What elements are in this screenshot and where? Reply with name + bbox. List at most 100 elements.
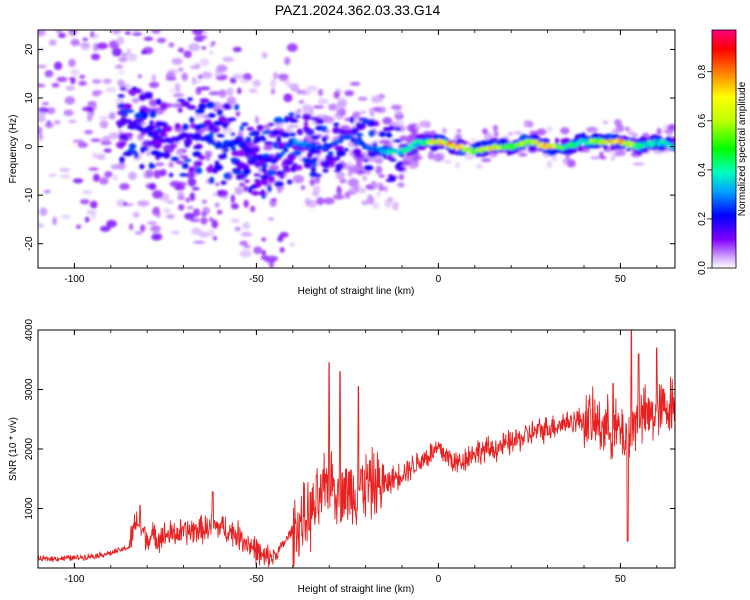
- spectrogram-cell: [334, 169, 341, 173]
- spectrogram-cell: [140, 146, 146, 153]
- spectrogram-cell: [191, 227, 202, 236]
- spectrogram-cell: [381, 186, 388, 192]
- spectrogram-cell: [333, 122, 340, 127]
- spectrogram-cell: [252, 139, 258, 145]
- spectrogram-cell: [72, 178, 84, 184]
- spectrogram-cell: [276, 136, 282, 143]
- spectrogram-cell: [38, 64, 47, 69]
- spectrogram-cell: [205, 101, 216, 109]
- spectrogram-cell: [134, 112, 143, 119]
- spectrogram-cell: [289, 132, 296, 137]
- spectrogram-x-axis: -100 -50 0 50: [37, 30, 658, 285]
- y-tick-label: 10: [24, 92, 35, 104]
- spectrogram-cell: [57, 32, 66, 38]
- spectrogram-cell: [188, 166, 195, 173]
- spectrogram-cell: [106, 219, 117, 228]
- spectrogram-cell: [208, 123, 215, 131]
- spectrogram-cell: [315, 117, 320, 125]
- spectrogram-cell: [186, 206, 194, 210]
- spectrogram-cell: [194, 108, 205, 115]
- spectrogram-cell: [239, 249, 252, 258]
- spectrogram-cell: [134, 117, 145, 123]
- spectrogram-cell: [38, 83, 46, 88]
- snr-x-axis-label: Height of straight line (km): [298, 584, 415, 595]
- spectrogram-cell: [607, 135, 614, 140]
- spectrogram-cell: [65, 85, 76, 91]
- spectrogram-cell: [248, 131, 258, 136]
- spectrogram-cell: [122, 202, 128, 206]
- spectrogram-cell: [104, 171, 113, 178]
- spectrogram-cell: [212, 235, 217, 241]
- spectrogram-cell: [226, 96, 237, 105]
- spectrogram-cell: [366, 195, 375, 205]
- spectrogram-cell: [151, 74, 156, 82]
- spectrogram-cell: [360, 188, 367, 193]
- spectrogram-cell: [200, 71, 213, 79]
- spectrogram-cell: [112, 174, 118, 181]
- spectrogram-cell: [55, 30, 63, 33]
- spectrogram-cell: [371, 182, 383, 189]
- spectrogram-cell: [128, 143, 137, 150]
- spectrogram-cell: [84, 216, 90, 223]
- spectrogram-cell: [122, 151, 133, 157]
- spectrogram-cell: [230, 157, 239, 162]
- spectrogram-cell: [48, 39, 57, 46]
- spectrogram-cell: [271, 170, 277, 176]
- spectrogram-cell: [116, 36, 125, 46]
- spectrogram-cell: [332, 126, 341, 134]
- spectrogram-cell: [335, 171, 345, 180]
- spectrogram-cell: [123, 103, 132, 110]
- spectrogram-cell: [397, 165, 406, 172]
- spectrogram-cell: [254, 162, 261, 168]
- spectrogram-cell: [299, 91, 311, 95]
- spectrogram-cell: [317, 98, 329, 105]
- spectrogram-cell: [234, 226, 241, 232]
- x-tick-label: -50: [249, 274, 264, 285]
- spectrogram-cell: [131, 86, 138, 91]
- spectrogram-cell: [577, 146, 584, 152]
- spectrogram-cell: [188, 43, 201, 52]
- colorbar-ticks: 0.0 0.2 0.4 0.6 0.8: [697, 64, 712, 275]
- spectrogram-cell: [300, 185, 306, 191]
- spectrogram-cell: [195, 34, 208, 40]
- spectrogram-cell: [305, 85, 318, 93]
- spectrogram-cell: [91, 79, 102, 84]
- spectrogram-cell: [102, 78, 112, 84]
- spectrogram-cell: [199, 98, 210, 103]
- spectrogram-cell: [295, 114, 301, 118]
- spectrogram-cell: [239, 240, 249, 246]
- spectrogram-cell: [47, 107, 56, 115]
- spectrogram-cell: [375, 165, 383, 175]
- spectrogram-cell: [187, 97, 193, 102]
- x-tick-label: -100: [64, 574, 84, 585]
- spectrogram-cell: [394, 126, 402, 131]
- spectrogram-cell: [192, 208, 201, 217]
- spectrogram-cell: [353, 183, 359, 193]
- spectrogram-cell: [304, 129, 313, 134]
- spectrogram-cell: [360, 110, 366, 115]
- spectrogram-cell: [139, 163, 145, 170]
- spectrogram-cell: [224, 103, 231, 109]
- spectrogram-cell: [199, 86, 211, 91]
- spectrogram-cell: [267, 122, 275, 127]
- spectrogram-cell: [72, 139, 85, 143]
- spectrogram-cell: [79, 74, 86, 79]
- spectrogram-cell: [155, 162, 165, 166]
- spectrogram-cell: [413, 143, 419, 148]
- spectrogram-cell: [333, 91, 340, 99]
- spectrogram-cell: [195, 86, 202, 95]
- spectrogram-cell: [119, 183, 130, 191]
- spectrogram-cell: [151, 233, 163, 241]
- spectrogram-cell: [118, 56, 128, 63]
- spectrogram-cell: [432, 153, 444, 162]
- spectrogram-cell: [215, 182, 220, 186]
- spectrogram-cell: [290, 165, 296, 172]
- spectrogram-cell: [93, 34, 99, 39]
- spectrogram-cell: [90, 53, 101, 61]
- spectrogram-cell: [198, 102, 207, 110]
- spectrogram-cell: [590, 156, 601, 160]
- spectrogram-cell: [52, 216, 57, 226]
- spectrogram-cell: [185, 172, 196, 179]
- spectrogram-cell: [177, 107, 183, 113]
- spectrogram-cell: [518, 153, 528, 157]
